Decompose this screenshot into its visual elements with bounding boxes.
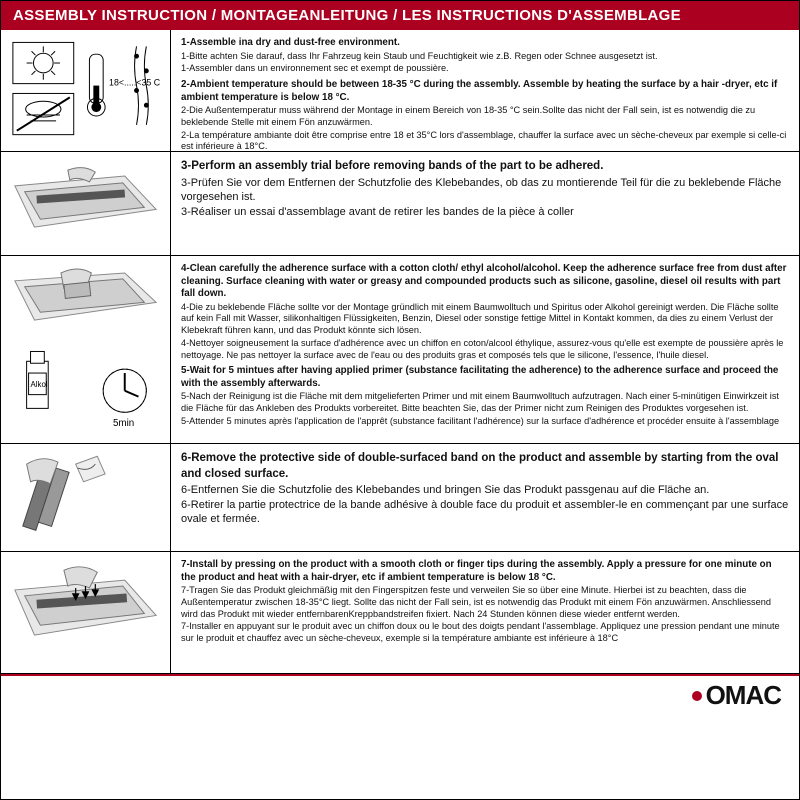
- wait-label: 5min: [113, 418, 134, 429]
- step-text-6: 6-Remove the protective side of double-s…: [171, 444, 799, 551]
- illustration-remove-film: [1, 444, 171, 551]
- step7-fr: 7-Installer en appuyant sur le produit a…: [181, 621, 789, 645]
- step-row-1-2: 18<.....<35 C 1-Assemble ina dry and dus…: [1, 30, 799, 152]
- step3-fr: 3-Réaliser un essai d'assemblage avant d…: [181, 205, 789, 219]
- step3-en: 3-Perform an assembly trial before remov…: [181, 159, 789, 175]
- step7-de: 7-Tragen Sie das Produkt gleichmäßig mit…: [181, 585, 789, 620]
- step2-fr: 2-La température ambiante doit être comp…: [181, 130, 789, 154]
- step6-en: 6-Remove the protective side of double-s…: [181, 451, 789, 482]
- step4-en: 4-Clean carefully the adherence surface …: [181, 263, 789, 301]
- footer: OMAC: [1, 674, 799, 717]
- step2-en: 2-Ambient temperature should be between …: [181, 79, 789, 104]
- step1-de: 1-Bitte achten Sie darauf, dass Ihr Fahr…: [181, 51, 789, 63]
- step1-fr: 1-Assembler dans un environnement sec et…: [181, 63, 789, 75]
- illustration-press: [1, 552, 171, 673]
- page-title: ASSEMBLY INSTRUCTION / MONTAGEANLEITUNG …: [1, 1, 799, 30]
- step5-fr: 5-Attender 5 minutes après l'application…: [181, 416, 789, 428]
- step5-en: 5-Wait for 5 mintues after having applie…: [181, 365, 789, 390]
- step-text-3: 3-Perform an assembly trial before remov…: [171, 152, 799, 255]
- step7-en: 7-Install by pressing on the product wit…: [181, 559, 789, 584]
- illustration-environment: 18<.....<35 C: [1, 30, 171, 151]
- step-row-6: 6-Remove the protective side of double-s…: [1, 444, 799, 552]
- illustration-clean-primer: Alkol 5min: [1, 256, 171, 443]
- step2-de: 2-Die Außentemperatur muss während der M…: [181, 105, 789, 129]
- step4-de: 4-Die zu beklebende Fläche sollte vor de…: [181, 302, 789, 337]
- step-text-1-2: 1-Assemble ina dry and dust-free environ…: [171, 30, 799, 151]
- alcohol-label: Alkol: [31, 380, 48, 389]
- temp-range-label: 18<.....<35 C: [109, 78, 161, 88]
- step6-fr: 6-Retirer la partie protectrice de la ba…: [181, 498, 789, 526]
- brand-logo: OMAC: [692, 680, 781, 711]
- step4-fr: 4-Nettoyer soigneusement la surface d'ad…: [181, 338, 789, 362]
- step-text-7: 7-Install by pressing on the product wit…: [171, 552, 799, 673]
- illustration-trial: [1, 152, 171, 255]
- assembly-instruction-sheet: ASSEMBLY INSTRUCTION / MONTAGEANLEITUNG …: [0, 0, 800, 800]
- step3-de: 3-Prüfen Sie vor dem Entfernen der Schut…: [181, 176, 789, 204]
- step6-de: 6-Entfernen Sie die Schutzfolie des Kleb…: [181, 483, 789, 497]
- step-text-4-5: 4-Clean carefully the adherence surface …: [171, 256, 799, 443]
- step1-en: 1-Assemble ina dry and dust-free environ…: [181, 37, 789, 50]
- step-row-7: 7-Install by pressing on the product wit…: [1, 552, 799, 674]
- step5-de: 5-Nach der Reinigung ist die Fläche mit …: [181, 391, 789, 415]
- step-row-4-5: Alkol 5min 4-Clean carefully the adheren…: [1, 256, 799, 444]
- step-row-3: 3-Perform an assembly trial before remov…: [1, 152, 799, 256]
- logo-dot-icon: [692, 691, 702, 701]
- logo-text: OMAC: [706, 680, 781, 711]
